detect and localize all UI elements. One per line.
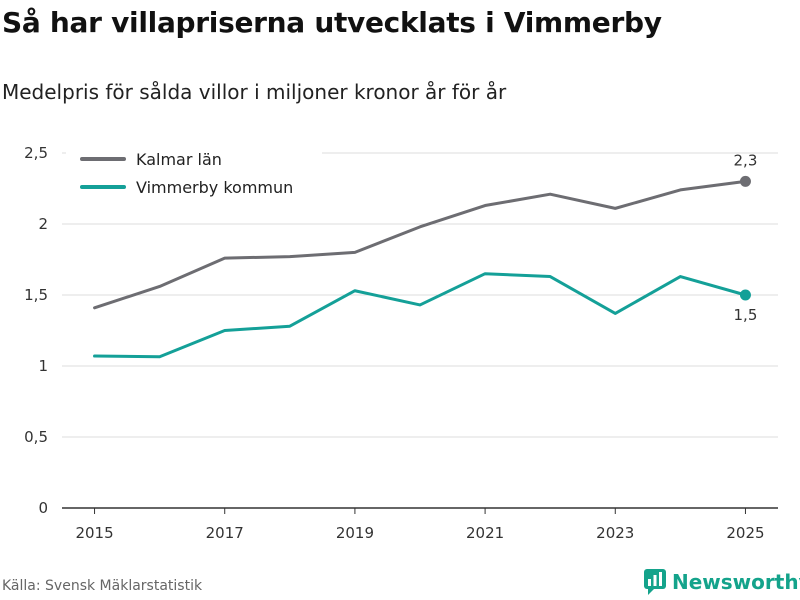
series-line-vimmerby-kommun [93, 272, 747, 359]
y-tick-label: 1 [38, 357, 48, 375]
axes: 0 0,5 1 1,5 2 2,5 2015 2017 2019 2021 2023 2025 [24, 144, 778, 542]
legend-label: Vimmerby kommun [136, 178, 293, 197]
y-tick-label: 2 [38, 215, 48, 233]
legend-label: Kalmar län [136, 150, 222, 169]
x-tick-label: 2019 [336, 524, 374, 542]
x-tick-label: 2025 [726, 524, 764, 542]
y-tick-label: 1,5 [24, 286, 48, 304]
y-tick-label: 0,5 [24, 428, 48, 446]
legend-background [66, 142, 322, 206]
brand-logo: Newsworthy [644, 569, 800, 595]
y-tick-label: 2,5 [24, 144, 48, 162]
source-note: Källa: Svensk Mäklarstatistik [2, 578, 203, 594]
data-label: 1,5 [734, 306, 758, 324]
series-lines: 2,3 1,5 [93, 151, 758, 359]
legend: Kalmar län Vimmerby kommun [66, 142, 322, 206]
x-tick-label: 2017 [206, 524, 244, 542]
chart-subtitle: Medelpris för sålda villor i miljoner kr… [2, 80, 507, 104]
chart-title: Så har villapriserna utvecklats i Vimmer… [2, 6, 662, 39]
x-tick-label: 2021 [466, 524, 504, 542]
brand-name: Newsworthy [672, 570, 800, 594]
line-chart: 0 0,5 1 1,5 2 2,5 2015 2017 2019 2021 2023 2025 2,3… [24, 142, 778, 542]
y-tick-label: 0 [38, 499, 48, 517]
x-tick-label: 2023 [596, 524, 634, 542]
series-end-marker [739, 175, 751, 187]
series-end-marker [739, 289, 751, 301]
bar-chart-icon [644, 569, 666, 595]
series-line-kalmar-lan [93, 179, 747, 310]
x-tick-label: 2015 [75, 524, 113, 542]
data-label: 2,3 [734, 151, 758, 169]
